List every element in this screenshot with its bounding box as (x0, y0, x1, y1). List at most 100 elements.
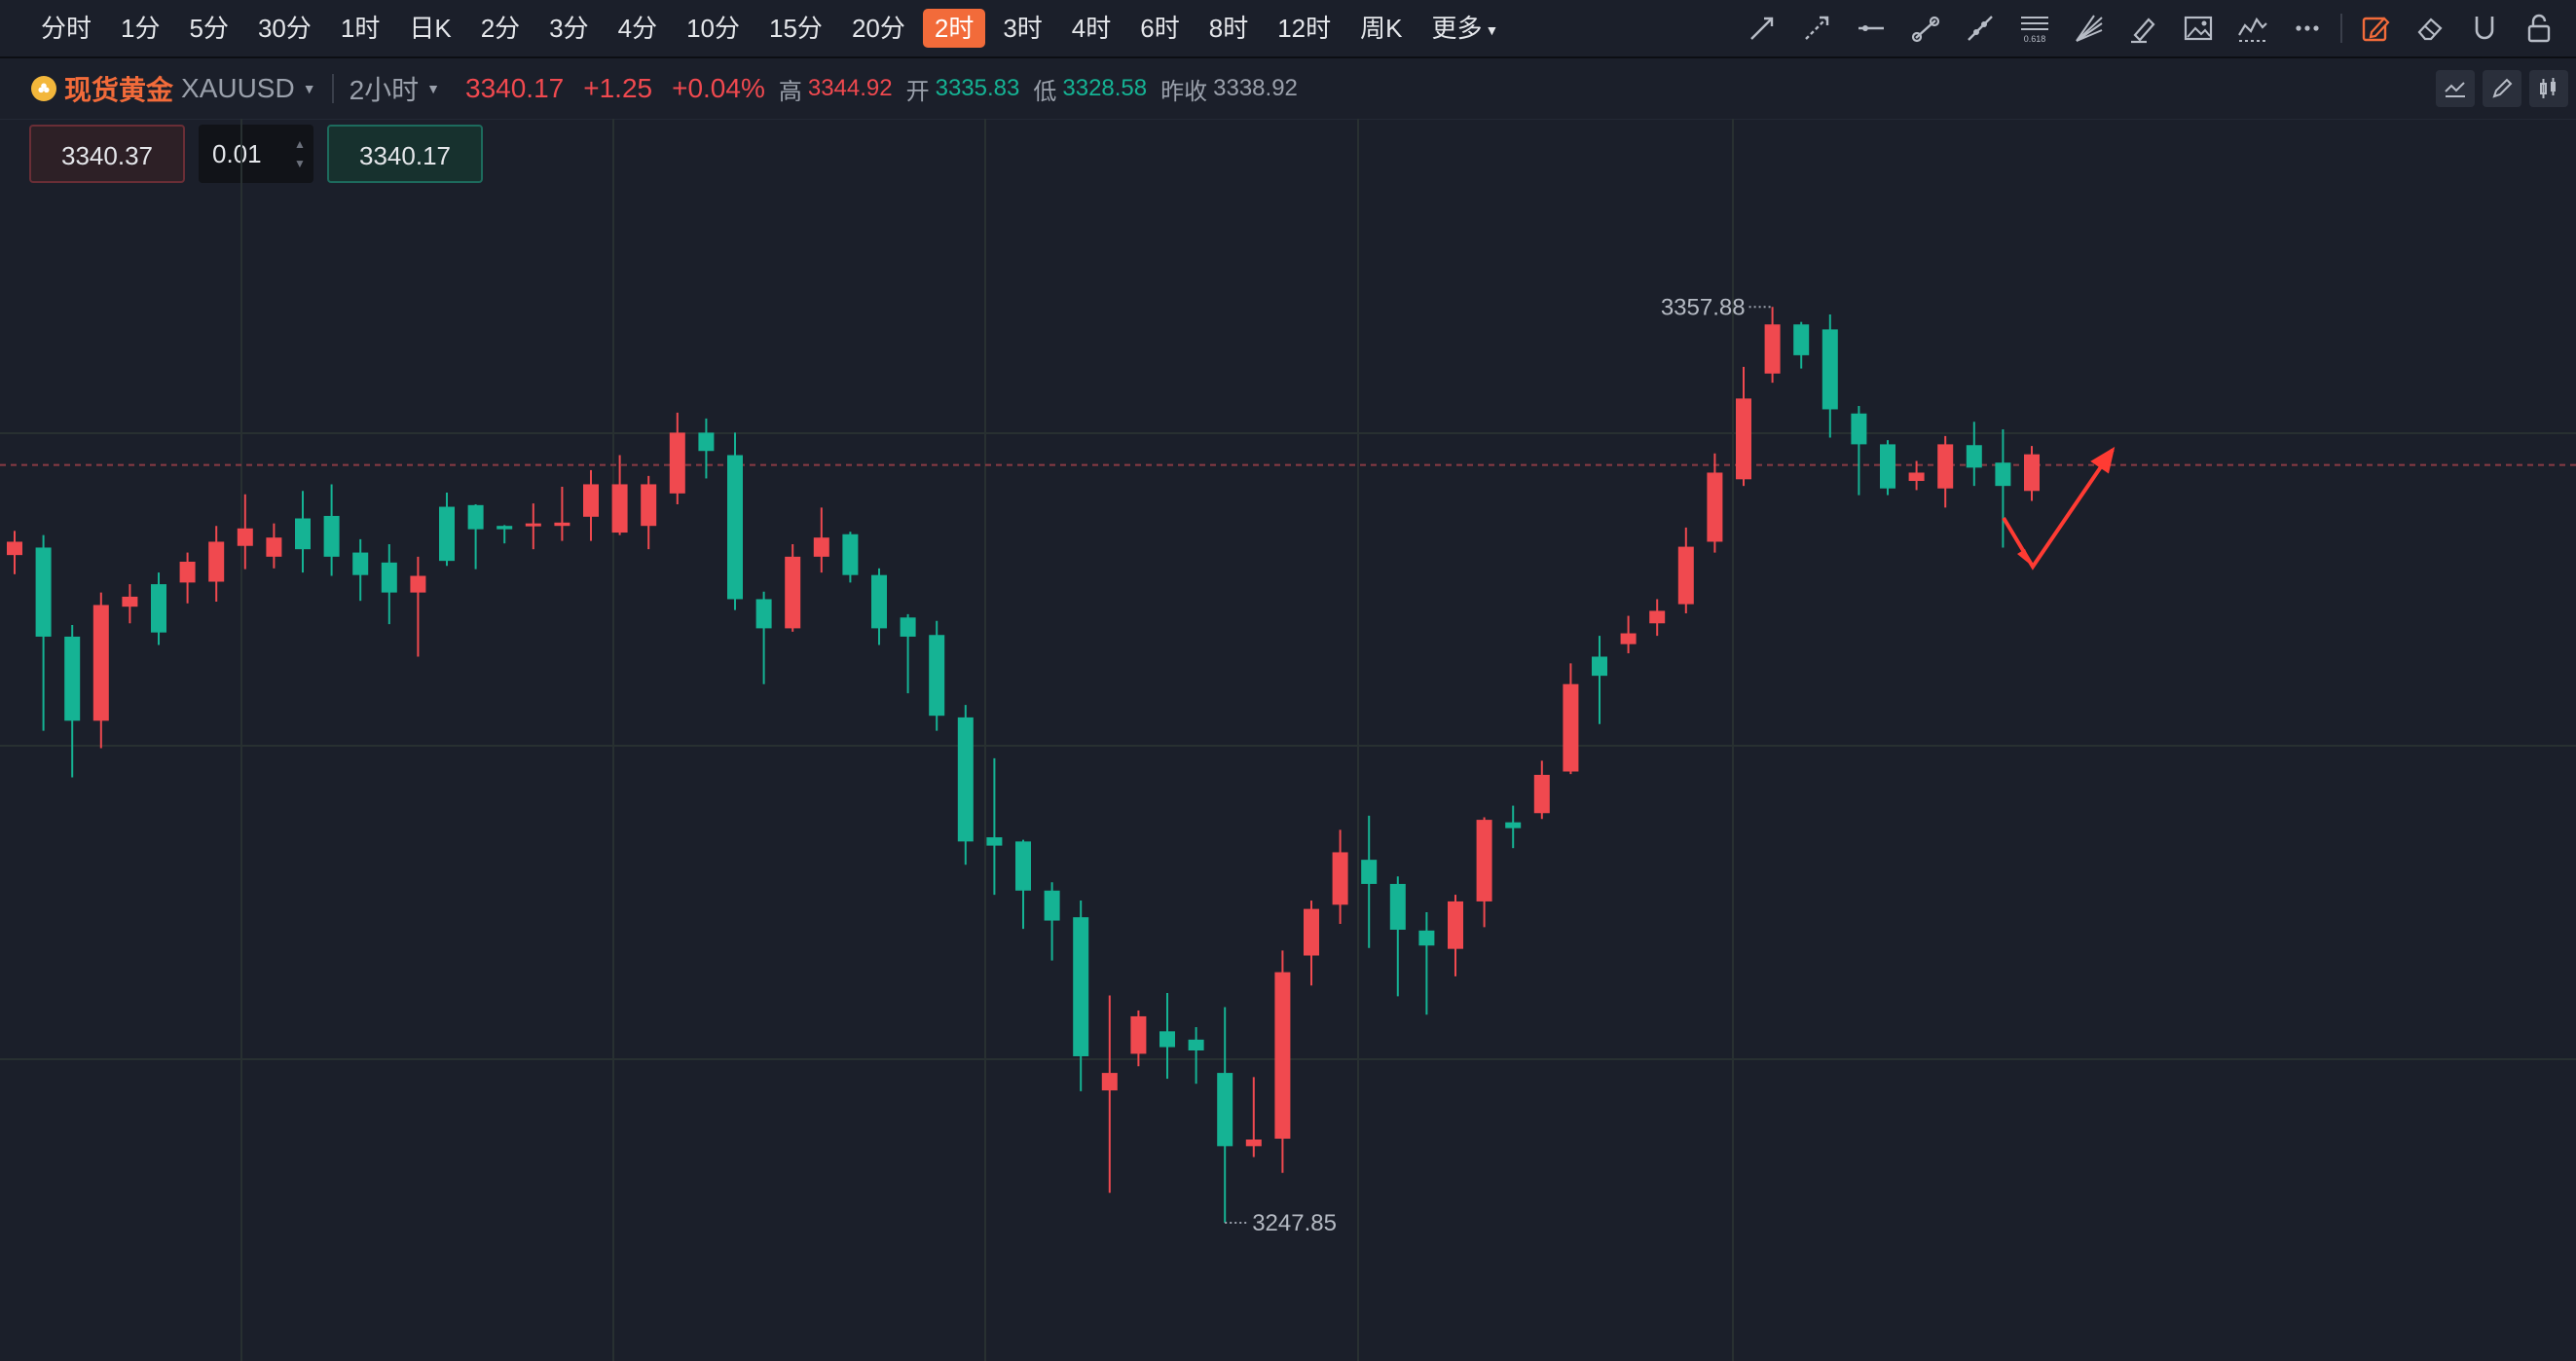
buy-price-button[interactable]: 3340.17 (327, 125, 483, 183)
timeframe-tab[interactable]: 10分 (686, 14, 741, 43)
timeframe-tab[interactable]: 4时 (1071, 14, 1112, 43)
timeframe-toolbar: 分时 1分 5分 30分 1时 日K 2分 3分 4分 10分 15分 20分 2时 3时 4时 6时 8时 12… (0, 0, 2576, 58)
candle (295, 491, 311, 573)
candle (698, 418, 715, 479)
magnet-icon[interactable] (2457, 1, 2512, 55)
candle (1217, 1007, 1233, 1224)
candle-body (467, 504, 484, 530)
candle (1073, 901, 1089, 1091)
candle-body (611, 484, 628, 533)
period-selector[interactable]: 2小时 (349, 75, 420, 105)
trend-arrow-drawing[interactable] (2002, 446, 2116, 570)
quantity-stepper[interactable]: 0.01 ▲ ▼ (199, 125, 313, 183)
period-dropdown-icon[interactable]: ▼ (426, 81, 441, 96)
candle (1389, 876, 1406, 997)
candle (871, 568, 887, 645)
timeframe-tab[interactable]: 1时 (340, 14, 381, 43)
timeframe-tab[interactable]: 6时 (1140, 14, 1180, 43)
candle (1677, 527, 1694, 614)
candle-body (122, 596, 138, 607)
timeframe-tab[interactable]: 3时 (1003, 14, 1043, 43)
candle-body (1217, 1073, 1233, 1147)
candle-body (35, 547, 52, 637)
marker-pen-icon[interactable] (2116, 1, 2171, 55)
candle (785, 544, 801, 632)
price-change-percent: +0.04% (672, 73, 765, 103)
fan-icon[interactable] (2062, 1, 2116, 55)
candle (1880, 440, 1895, 496)
candle-body (1880, 444, 1895, 489)
candle-body (2024, 454, 2040, 492)
low-marker-label: 3247.85 (1252, 1210, 1337, 1236)
candle-body (957, 717, 974, 842)
fibonacci-icon[interactable]: 0.618 (2007, 1, 2062, 55)
candle-body (727, 455, 743, 600)
horizontal-line-icon[interactable] (1844, 1, 1898, 55)
extended-line-icon[interactable] (1953, 1, 2007, 55)
timeframe-tab[interactable]: 分时 (41, 14, 92, 43)
timeframe-tab[interactable]: 12时 (1277, 14, 1332, 43)
candle-body (1274, 972, 1291, 1139)
candle (1793, 321, 1810, 369)
timeframe-list: 分时 1分 5分 30分 1时 日K 2分 3分 4分 10分 15分 20分 2时 3时 4时 6时 8时 12… (29, 9, 1516, 48)
quantity-up-icon[interactable]: ▲ (294, 137, 306, 151)
timeframe-tab[interactable]: 30分 (257, 14, 312, 43)
candle (1130, 1010, 1147, 1067)
draw-edit-icon[interactable] (2348, 1, 2403, 55)
high-marker-label: 3357.88 (1661, 294, 1746, 320)
more-dropdown-icon[interactable]: ▼ (1485, 22, 1499, 39)
candle (957, 705, 974, 865)
timeframe-tab[interactable]: 2分 (480, 14, 521, 43)
timeframe-tab[interactable]: 4分 (617, 14, 658, 43)
sell-price-button[interactable]: 3340.37 (29, 125, 185, 183)
segment-line-icon[interactable] (1898, 1, 1953, 55)
pencil-icon[interactable] (2483, 70, 2521, 107)
timeframe-tab[interactable]: 日K (409, 14, 452, 43)
candle (929, 620, 945, 731)
symbol-dropdown-icon[interactable]: ▼ (302, 81, 316, 96)
candle (266, 523, 282, 569)
candle (151, 572, 166, 645)
lock-icon[interactable] (2512, 1, 2566, 55)
image-icon[interactable] (2171, 1, 2226, 55)
candle-body (352, 552, 369, 575)
symbol-name[interactable]: 现货黄金 (64, 75, 174, 105)
candle-body (1764, 324, 1781, 374)
wave-icon[interactable] (2226, 1, 2280, 55)
quantity-value[interactable]: 0.01 (212, 139, 262, 168)
low-marker: 3247.85 (1225, 1210, 1337, 1236)
candle-body (295, 518, 311, 550)
timeframe-tab[interactable]: 1分 (121, 14, 161, 43)
price-change: +1.25 (583, 73, 653, 103)
candle (323, 484, 340, 576)
timeframe-tab[interactable]: 周K (1360, 14, 1403, 43)
candle (1505, 805, 1522, 849)
candle (467, 503, 484, 570)
arrow-line-icon[interactable] (1735, 1, 1789, 55)
candle-body (1677, 546, 1694, 605)
timeframe-tab[interactable]: 8时 (1208, 14, 1249, 43)
indicator-icon[interactable] (2436, 70, 2475, 107)
candle (352, 538, 369, 602)
quantity-down-icon[interactable]: ▼ (294, 157, 306, 170)
candle (1304, 901, 1319, 986)
candle-style-icon[interactable] (2529, 70, 2568, 107)
timeframe-tab[interactable]: 20分 (851, 14, 905, 43)
candlestick-chart[interactable]: 3357.88 3247.85 (0, 119, 2576, 1361)
timeframe-tab[interactable]: 2时 (922, 9, 986, 48)
ray-line-icon[interactable] (1789, 1, 1844, 55)
candle-body (583, 484, 599, 517)
symbol-code[interactable]: XAUUSD (181, 73, 295, 103)
candle (611, 455, 628, 535)
candle (583, 469, 599, 541)
more-icon[interactable] (2280, 1, 2335, 55)
candle-body (1533, 774, 1550, 814)
candle-body (1736, 398, 1751, 480)
eraser-icon[interactable] (2403, 1, 2457, 55)
timeframe-tab[interactable]: 更多 ▼ (1431, 14, 1499, 43)
timeframe-tab[interactable]: 5分 (189, 14, 229, 43)
candle (1649, 599, 1666, 637)
candle (1533, 760, 1550, 820)
timeframe-tab[interactable]: 15分 (769, 14, 823, 43)
timeframe-tab[interactable]: 3分 (549, 14, 589, 43)
